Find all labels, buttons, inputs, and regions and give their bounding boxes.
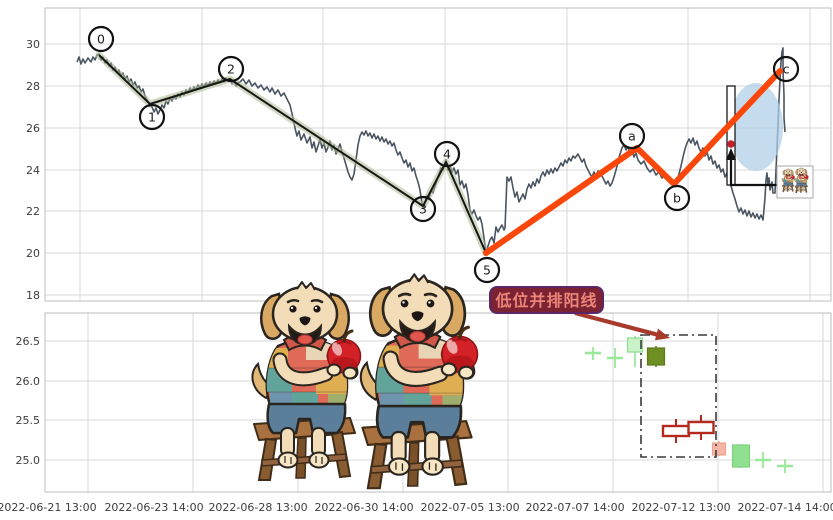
wave-line-up — [483, 68, 783, 256]
dogs-cartoon-overlay — [252, 274, 477, 488]
callout-arrowhead-icon — [654, 328, 670, 341]
price-and-wave-layer: 0 1 2 3 4 5 a b c — [76, 25, 800, 284]
x-tick-label: 2022-07-12 13:00 — [631, 501, 730, 514]
highlight-ellipse — [729, 83, 783, 171]
thumbnail-frame — [776, 165, 814, 199]
pattern-box-layer — [640, 334, 717, 458]
candlestick-layer — [585, 336, 793, 473]
wave-marker-label: c — [783, 62, 790, 77]
wave-marker-label: 1 — [148, 110, 156, 125]
y-tick-label: 30 — [26, 38, 40, 51]
candle-body — [646, 347, 666, 366]
wave-marker-label: b — [673, 191, 681, 206]
wave-marker-label: 4 — [443, 147, 451, 162]
y-tick-label: 26.0 — [16, 375, 41, 388]
y-tick-label: 25.0 — [16, 454, 41, 467]
wave-marker-label: 5 — [483, 263, 491, 278]
x-tick-label: 2022-07-14 14:00 — [737, 501, 833, 514]
up-arrowhead-icon — [726, 148, 736, 160]
wave-marker-circle-0 — [87, 25, 115, 53]
wave-marker-circle-c — [772, 55, 800, 83]
x-tick-label: 2022-06-30 14:00 — [314, 501, 413, 514]
x-tick-label: 2022-06-28 13:00 — [208, 501, 307, 514]
wave-marker-circle-3 — [409, 195, 437, 223]
panel-border — [44, 7, 832, 302]
pattern-highlight-box — [640, 334, 717, 458]
candle-body — [731, 444, 751, 468]
wave-line-down — [98, 54, 487, 254]
wave-marker-circle-a — [618, 122, 646, 150]
y-tick-label: 26 — [26, 122, 40, 135]
wave-marker-label: a — [628, 129, 636, 144]
axis-labels-layer: 3028262422201826.526.025.525.02022-06-21… — [0, 38, 833, 514]
x-tick-label: 2022-06-21 13:00 — [0, 501, 97, 514]
wave-marker-circle-b — [663, 184, 691, 212]
y-tick-label: 25.5 — [16, 414, 41, 427]
x-tick-label: 2022-07-05 13:00 — [420, 501, 519, 514]
callout-layer: 低位并排阳线 — [489, 286, 670, 341]
wave-marker-circle-5 — [473, 256, 501, 284]
wave-band — [95, 51, 490, 257]
wave-marker-label: 3 — [419, 202, 427, 217]
candle-body — [711, 442, 727, 456]
price-line — [76, 47, 786, 254]
wave-marker-label: 2 — [227, 62, 235, 77]
candle-body — [626, 337, 644, 353]
x-tick-label: 2022-06-23 14:00 — [104, 501, 203, 514]
hollow-candle-body — [687, 420, 715, 435]
pattern-label-box — [489, 286, 604, 314]
x-tick-label: 2022-07-07 14:00 — [525, 501, 624, 514]
y-tick-label: 28 — [26, 80, 40, 93]
red-dot-marker — [727, 140, 735, 148]
black-pointer-line — [729, 153, 777, 187]
wave-marker-label: 0 — [97, 32, 105, 47]
y-tick-label: 18 — [26, 289, 40, 302]
y-tick-label: 22 — [26, 205, 40, 218]
hollow-candle-body — [661, 424, 691, 438]
wave-marker-circle-2 — [217, 55, 245, 83]
y-tick-label: 20 — [26, 247, 40, 260]
callout-arrow-line — [574, 310, 661, 338]
y-tick-label: 24 — [26, 164, 40, 177]
wave-marker-circle-1 — [138, 103, 166, 131]
y-tick-label: 26.5 — [16, 335, 41, 348]
pattern-label-text: 低位并排阳线 — [494, 291, 597, 310]
wave-marker-circle-4 — [433, 140, 461, 168]
